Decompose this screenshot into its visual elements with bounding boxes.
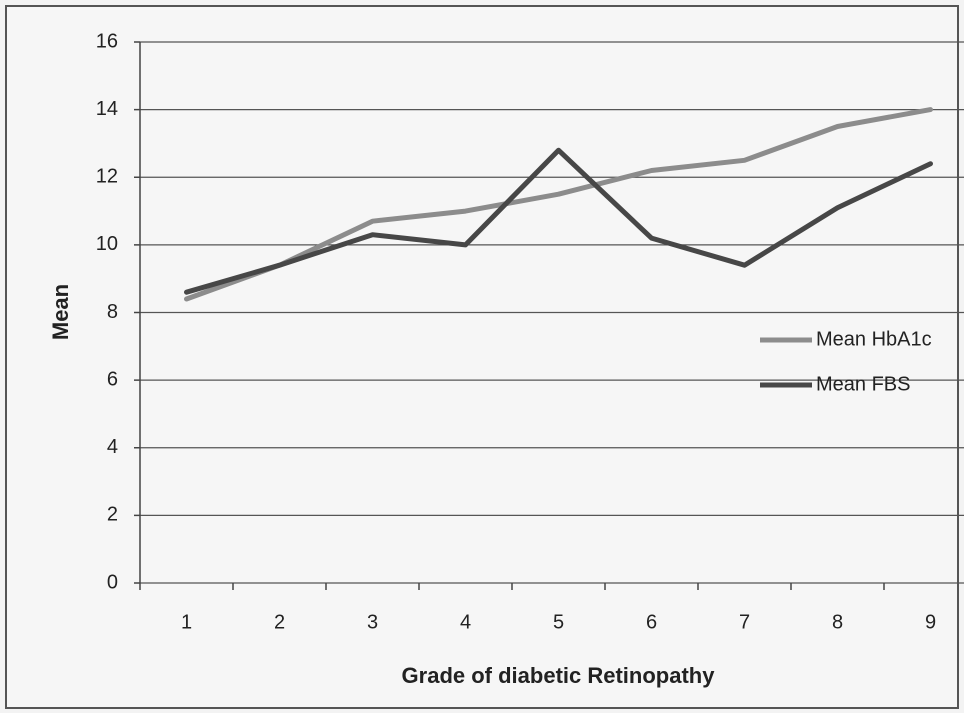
x-tick-label: 2 [274,611,285,633]
x-tick-label: 3 [367,611,378,633]
y-tick-label: 0 [107,571,118,593]
y-tick-label: 6 [107,368,118,390]
y-tick-label: 10 [96,233,118,255]
data-line [184,147,933,295]
y-tick-label: 2 [107,504,118,526]
y-tick-label: 14 [96,98,118,120]
legend-label: Mean HbA1c [816,328,932,350]
x-tick-label: 7 [739,611,750,633]
chart-border [5,5,959,709]
x-tick-label: 4 [460,611,471,633]
y-axis-title: Mean [48,284,73,340]
y-tick-label: 16 [96,30,118,52]
x-tick-label: 6 [646,611,657,633]
y-tick-label: 4 [107,436,118,458]
x-tick-label: 1 [181,611,192,633]
x-tick-label: 9 [925,611,936,633]
x-tick-label: 8 [832,611,843,633]
y-tick-label: 12 [96,166,118,188]
x-axis-title: Grade of diabetic Retinopathy [402,663,716,688]
data-line [184,107,933,302]
y-tick-label: 8 [107,301,118,323]
legend-label: Mean FBS [816,373,910,395]
x-tick-label: 5 [553,611,564,633]
